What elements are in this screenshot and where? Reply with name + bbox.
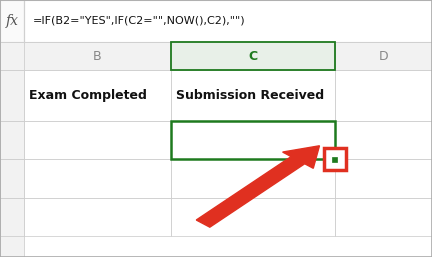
Text: Exam Completed: Exam Completed: [29, 89, 147, 102]
Bar: [24, 159, 171, 198]
Text: =IF(B2="YES",IF(C2="",NOW(),C2),""): =IF(B2="YES",IF(C2="",NOW(),C2),""): [32, 16, 245, 26]
Bar: [171, 198, 335, 236]
Bar: [24, 198, 171, 236]
Bar: [0, 0, 432, 42]
Bar: [332, 157, 337, 162]
Bar: [171, 70, 335, 121]
Bar: [335, 42, 432, 70]
Text: D: D: [378, 50, 388, 62]
Bar: [335, 70, 432, 121]
FancyArrow shape: [196, 146, 320, 227]
Bar: [324, 148, 346, 170]
Text: C: C: [248, 50, 257, 62]
Bar: [0, 0, 24, 42]
Bar: [171, 42, 335, 70]
Bar: [0, 42, 432, 70]
Text: B: B: [93, 50, 102, 62]
Text: fx: fx: [5, 14, 19, 28]
Text: Submission Received: Submission Received: [176, 89, 324, 102]
Bar: [335, 159, 432, 198]
Bar: [0, 159, 24, 198]
Bar: [171, 121, 335, 159]
Bar: [24, 42, 171, 70]
Bar: [0, 121, 24, 159]
Bar: [0, 70, 24, 121]
Bar: [335, 121, 432, 159]
Bar: [335, 198, 432, 236]
Bar: [0, 42, 24, 257]
Bar: [0, 42, 432, 257]
Bar: [24, 70, 171, 121]
Bar: [24, 121, 171, 159]
Bar: [171, 159, 335, 198]
Bar: [0, 198, 24, 236]
